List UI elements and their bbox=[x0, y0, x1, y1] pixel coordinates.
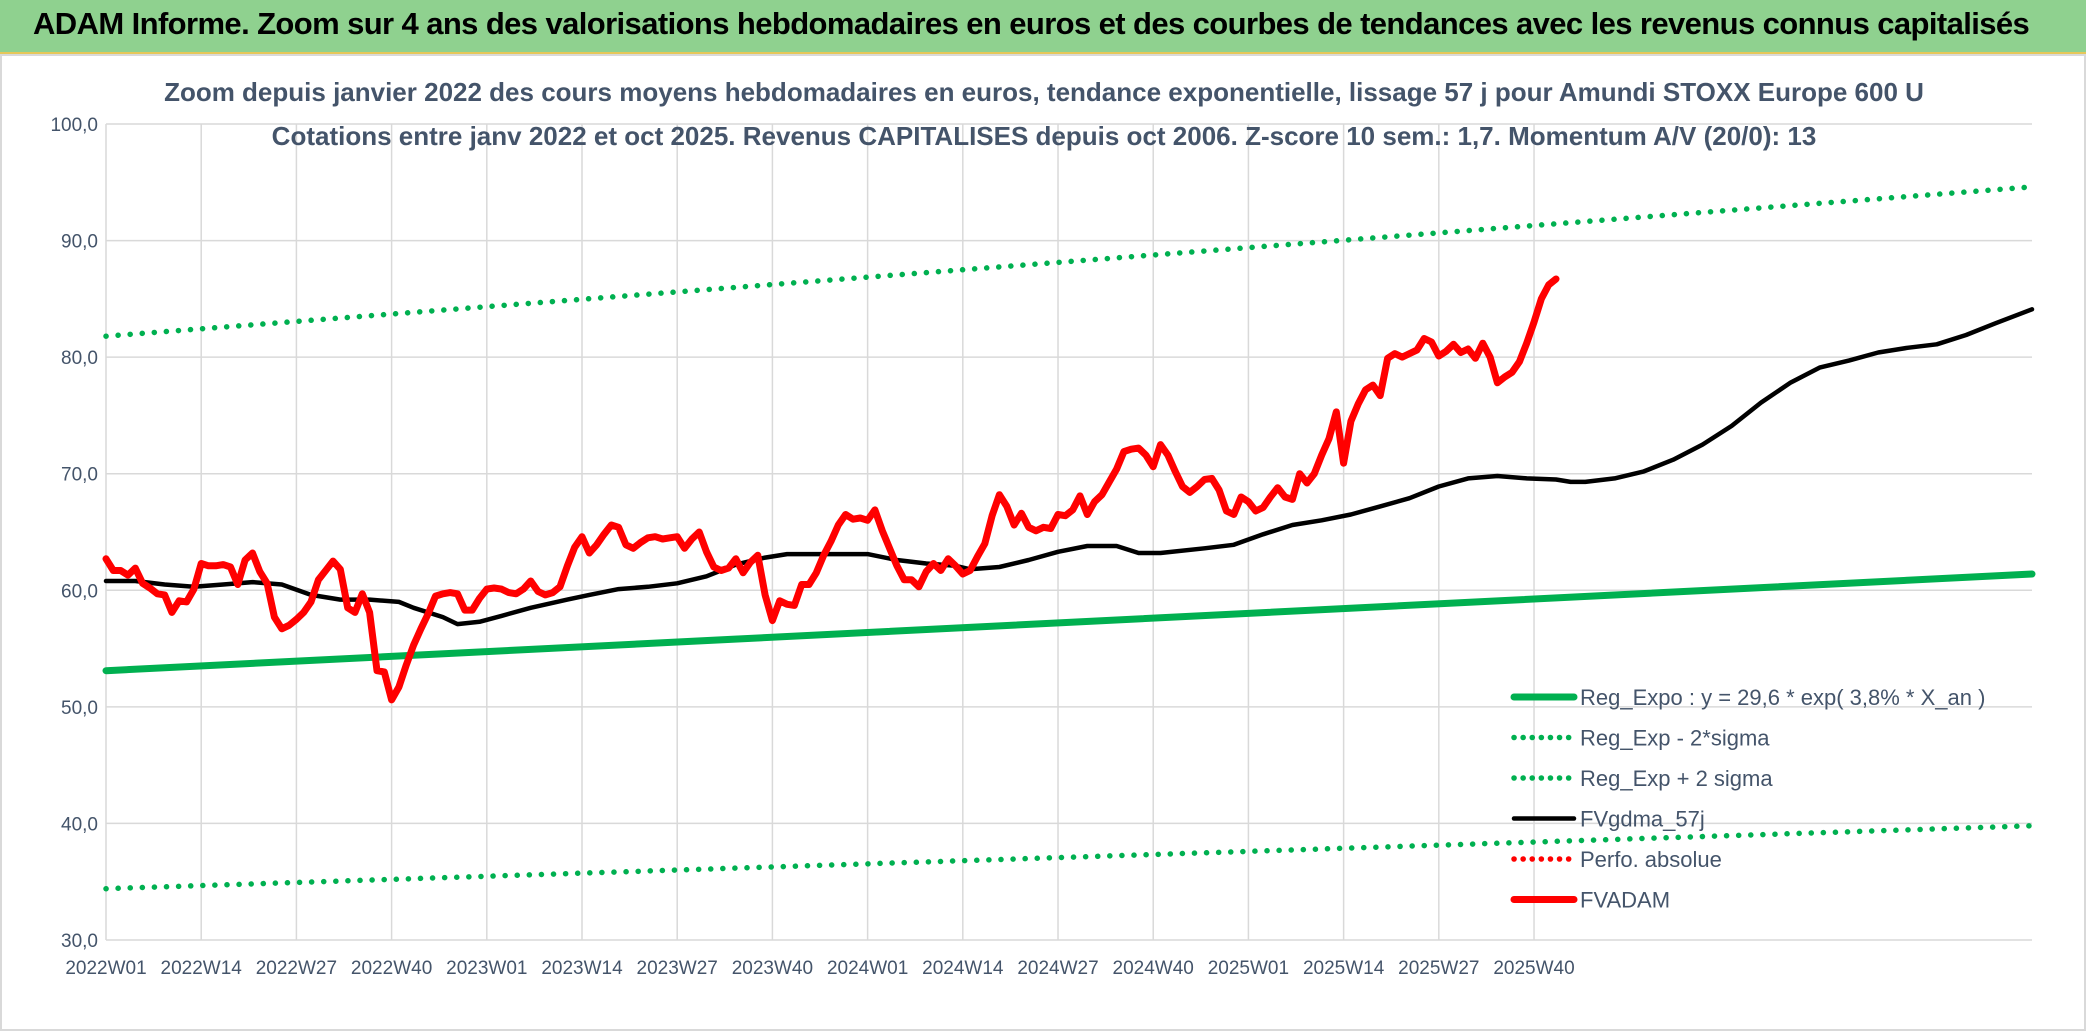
y-tick-label: 60,0 bbox=[61, 581, 98, 602]
legend-label-0: Reg_Expo : y = 29,6 * exp( 3,8% * X_an ) bbox=[1580, 685, 1985, 710]
legend-label-4: Perfo. absolue bbox=[1580, 847, 1722, 872]
legend-label-3: FVgdma_57j bbox=[1580, 807, 1705, 832]
x-tick-label: 2022W40 bbox=[351, 958, 432, 979]
banner-title: ADAM Informe. Zoom sur 4 ans des valoris… bbox=[33, 6, 2030, 41]
x-tick-label: 2023W14 bbox=[541, 958, 623, 979]
series-layer bbox=[102, 184, 2036, 892]
y-tick-label: 70,0 bbox=[61, 465, 98, 486]
x-tick-label: 2022W27 bbox=[256, 958, 337, 979]
x-tick-label: 2024W14 bbox=[922, 958, 1004, 979]
x-tick-label: 2025W40 bbox=[1493, 958, 1574, 979]
x-tick-label: 2025W27 bbox=[1398, 958, 1479, 979]
y-tick-label: 30,0 bbox=[61, 931, 98, 952]
legend-label-5: FVADAM bbox=[1580, 888, 1670, 913]
y-tick-label: 50,0 bbox=[61, 698, 98, 719]
y-tick-label: 90,0 bbox=[61, 232, 98, 253]
y-tick-label: 80,0 bbox=[61, 348, 98, 369]
series-line-2 bbox=[103, 184, 2035, 339]
y-tick-label: 40,0 bbox=[61, 814, 98, 835]
chart-frame: 30,0 40,0 50,0 60,0 70,0 80,0 90,0 100,0 2022W01… bbox=[0, 54, 2086, 1031]
x-tick-label: 2023W01 bbox=[446, 958, 527, 979]
legend: Reg_Expo : y = 29,6 * exp( 3,8% * X_an )… bbox=[1510, 685, 1985, 913]
x-tick-label: 2023W40 bbox=[732, 958, 813, 979]
series-line-3 bbox=[103, 307, 2035, 627]
x-tick-label: 2024W40 bbox=[1113, 958, 1194, 979]
legend-label-1: Reg_Exp - 2*sigma bbox=[1580, 726, 1770, 751]
x-tick-label: 2022W01 bbox=[65, 958, 146, 979]
legend-label-2: Reg_Exp + 2 sigma bbox=[1580, 766, 1773, 791]
series-line-1 bbox=[103, 823, 2035, 892]
x-tick-label: 2024W01 bbox=[827, 958, 908, 979]
axis-layer: 30,0 40,0 50,0 60,0 70,0 80,0 90,0 100,0 2022W01… bbox=[50, 115, 1574, 979]
x-tick-label: 2023W27 bbox=[637, 958, 718, 979]
series-line-5 bbox=[102, 275, 1560, 704]
series-line-0 bbox=[102, 570, 2036, 675]
grid-layer bbox=[105, 123, 2032, 941]
chart-subtitle: Cotations entre janv 2022 et oct 2025. R… bbox=[272, 121, 1817, 151]
line-chart: 30,0 40,0 50,0 60,0 70,0 80,0 90,0 100,0 2022W01… bbox=[50, 77, 2036, 979]
x-tick-label: 2025W14 bbox=[1303, 958, 1385, 979]
x-tick-label: 2024W27 bbox=[1017, 958, 1098, 979]
chart-title: Zoom depuis janvier 2022 des cours moyen… bbox=[164, 77, 1924, 107]
y-tick-label: 100,0 bbox=[50, 115, 98, 136]
x-tick-label: 2025W01 bbox=[1208, 958, 1289, 979]
x-tick-label: 2022W14 bbox=[161, 958, 243, 979]
title-banner: ADAM Informe. Zoom sur 4 ans des valoris… bbox=[0, 0, 2086, 54]
